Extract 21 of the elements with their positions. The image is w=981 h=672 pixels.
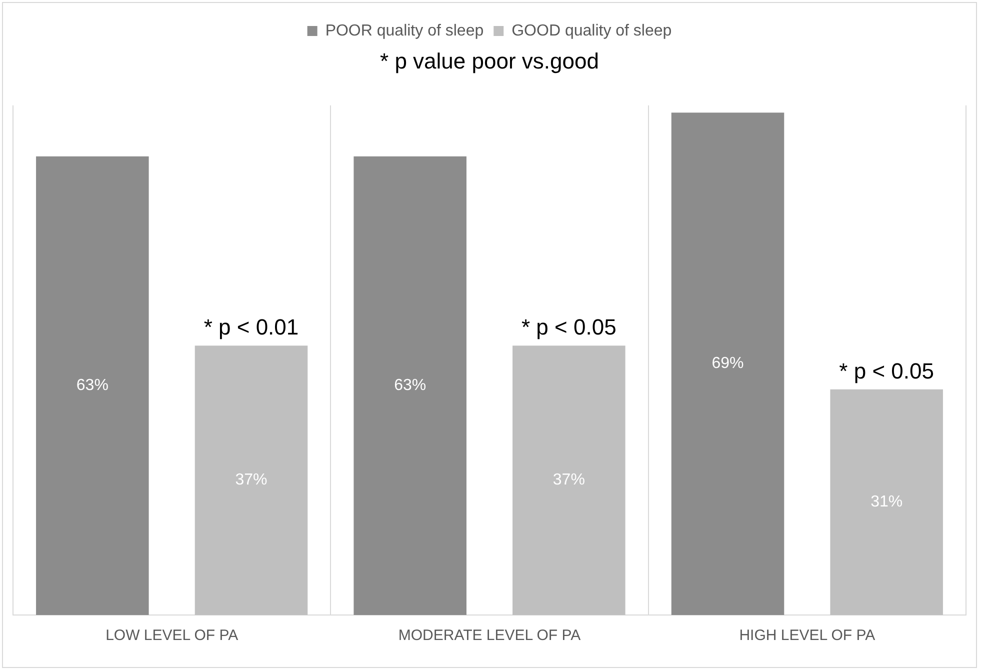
- data-label: 63%: [394, 377, 426, 394]
- x-tick-label: HIGH LEVEL OF PA: [739, 627, 876, 644]
- annotation: * p < 0.05: [839, 358, 934, 384]
- data-label: 31%: [870, 494, 903, 511]
- bar: [671, 112, 784, 615]
- bar: [36, 156, 149, 615]
- bar: [830, 389, 943, 615]
- bar: [512, 346, 626, 615]
- data-label: 37%: [235, 472, 268, 489]
- data-label: 37%: [552, 472, 585, 489]
- x-tick-label: MODERATE LEVEL OF PA: [398, 627, 581, 644]
- bar: [354, 156, 466, 615]
- data-label: 63%: [76, 377, 108, 394]
- chart-title: * p value poor vs.good: [380, 48, 599, 74]
- legend-label: POOR quality of sleep: [325, 22, 484, 40]
- x-tick-label: LOW LEVEL OF PA: [106, 627, 238, 644]
- legend-label: GOOD quality of sleep: [512, 22, 672, 40]
- annotation: * p < 0.05: [522, 314, 616, 340]
- data-label: 69%: [712, 355, 744, 372]
- bar: [194, 346, 308, 615]
- annotation: * p < 0.01: [204, 314, 299, 340]
